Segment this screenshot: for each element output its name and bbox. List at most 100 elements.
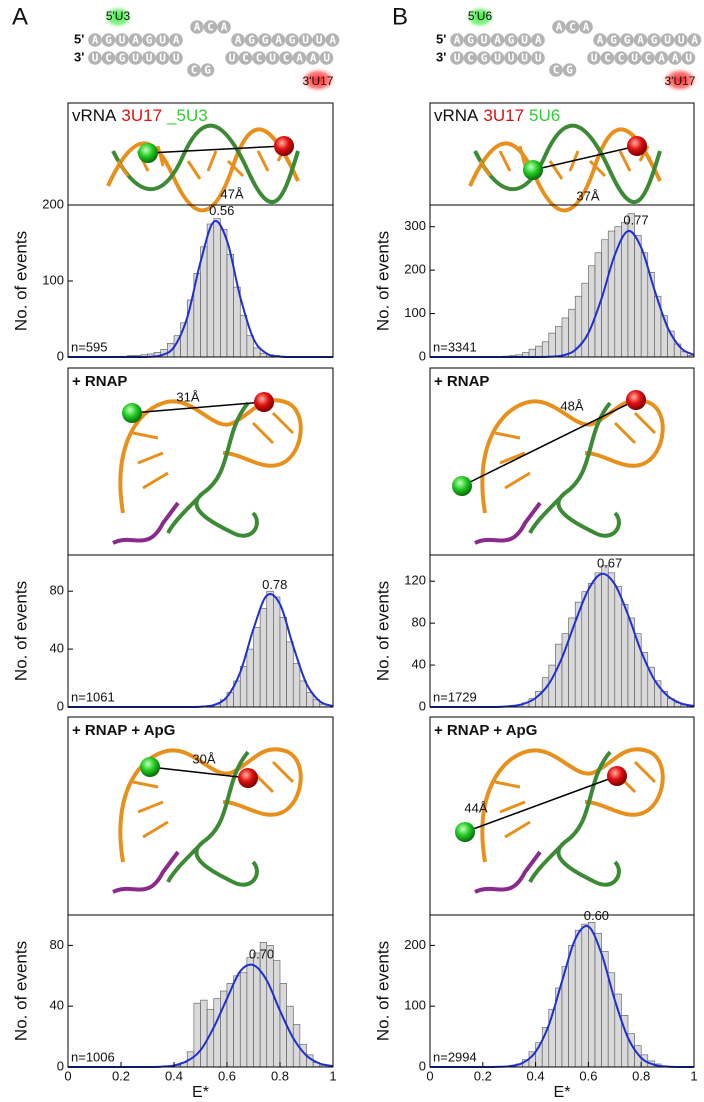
nucleotide xyxy=(674,33,688,47)
sequence: UCCUCAAU xyxy=(591,52,699,65)
nucleotide xyxy=(155,33,170,47)
panel-letter: A xyxy=(12,3,28,30)
nucleotide xyxy=(450,51,464,65)
sequence: AGGAGUUA xyxy=(235,34,343,47)
y-tick-label: 80 xyxy=(412,615,426,630)
bar xyxy=(555,643,563,708)
label-glow xyxy=(464,5,496,29)
nucleotide xyxy=(681,51,696,65)
nucleotide xyxy=(312,33,326,47)
y-tick-label: 0 xyxy=(57,348,64,363)
x-axis-label: E* xyxy=(554,1084,571,1101)
structure-title: + RNAP + ApG xyxy=(72,722,175,739)
nucleotide xyxy=(217,20,231,34)
nucleotide xyxy=(142,33,156,47)
peak-label: 0.70 xyxy=(249,947,274,962)
donor-sphere xyxy=(523,160,543,180)
n-label: n=1006 xyxy=(71,1049,115,1064)
nucleotide xyxy=(565,20,580,34)
bar xyxy=(259,608,268,708)
nucleotide xyxy=(517,51,532,65)
nucleotide xyxy=(463,51,478,65)
nucleotide xyxy=(298,33,313,47)
n-label: n=2994 xyxy=(433,1049,477,1064)
distance-label: 30Å xyxy=(192,751,215,766)
nucleotide xyxy=(88,51,102,65)
y-tick-label: 40 xyxy=(50,998,64,1013)
n-label: n=595 xyxy=(71,339,108,354)
y-tick-label: 80 xyxy=(50,583,64,598)
end-label: 3' xyxy=(436,49,446,64)
nucleotide xyxy=(155,51,170,65)
y-tick-label: 120 xyxy=(404,573,426,588)
bar xyxy=(253,347,261,358)
plot-frame xyxy=(67,914,334,1068)
sequence: CG xyxy=(191,64,218,77)
acceptor-sphere xyxy=(274,136,294,156)
bar xyxy=(299,680,307,708)
y-tick-label: 200 xyxy=(404,937,426,952)
bar xyxy=(581,923,589,1068)
nucleotide xyxy=(490,51,505,65)
bar xyxy=(286,641,294,708)
nucleotide xyxy=(654,51,669,65)
label-5prime: 5'U6 xyxy=(468,9,493,23)
nucleotide xyxy=(668,51,682,65)
nucleotide xyxy=(450,33,464,47)
nucleotide xyxy=(200,63,215,77)
duplex-structure xyxy=(106,123,300,213)
bar xyxy=(548,664,556,708)
peak-label: 0.77 xyxy=(623,212,648,227)
nucleotide xyxy=(687,33,702,47)
sequence: ACA xyxy=(556,21,597,34)
nucleotide xyxy=(614,51,628,65)
bar xyxy=(213,218,221,358)
nucleotide xyxy=(627,51,642,65)
bar xyxy=(607,230,616,358)
title-part: 5U6 xyxy=(529,106,560,125)
sequence: UCCUCAAU xyxy=(229,52,337,65)
bar xyxy=(253,627,261,708)
nucleotide xyxy=(531,33,545,47)
nucleotide xyxy=(517,33,532,47)
y-axis-label: No. of events xyxy=(373,581,392,681)
acceptor-sphere xyxy=(238,768,258,788)
title-part: + RNAP + ApG xyxy=(434,722,537,739)
x-tick-label: 0.8 xyxy=(632,1068,650,1083)
bar xyxy=(239,666,248,708)
nucleotide xyxy=(633,33,648,47)
nucleotide xyxy=(641,51,655,65)
nucleotide xyxy=(88,33,102,47)
y-tick-label: 200 xyxy=(404,262,426,277)
y-tick-label: 100 xyxy=(404,998,426,1013)
nucleotide xyxy=(504,33,518,47)
distance-label: 47Å xyxy=(220,186,243,201)
end-label: 5' xyxy=(436,31,446,46)
sequence: ACA xyxy=(194,21,235,34)
bar xyxy=(548,332,556,358)
nucleotide xyxy=(593,33,607,47)
nucleotide xyxy=(620,33,634,47)
distance-label: 44Å xyxy=(464,800,487,815)
y-tick-label: 100 xyxy=(42,272,64,287)
structure-title: + RNAP xyxy=(72,373,127,390)
nucleotide xyxy=(647,33,661,47)
x-tick-label: 1 xyxy=(690,1068,697,1083)
structure-title: + RNAP xyxy=(434,373,489,390)
distance-line xyxy=(532,145,638,171)
bar xyxy=(200,246,208,358)
distance-label: 31Å xyxy=(176,389,199,404)
bar xyxy=(588,265,596,358)
x-tick-label: 0.6 xyxy=(579,1068,597,1083)
y-tick-label: 80 xyxy=(50,937,64,952)
label-3prime: 3'U17 xyxy=(665,74,696,88)
bar xyxy=(621,603,629,708)
bar xyxy=(273,596,281,708)
nucleotide xyxy=(552,20,566,34)
nucleotide xyxy=(203,20,218,34)
x-tick-label: 0 xyxy=(64,1068,71,1083)
bar xyxy=(588,583,596,708)
y-axis-label: No. of events xyxy=(373,231,392,331)
bar xyxy=(200,999,208,1068)
